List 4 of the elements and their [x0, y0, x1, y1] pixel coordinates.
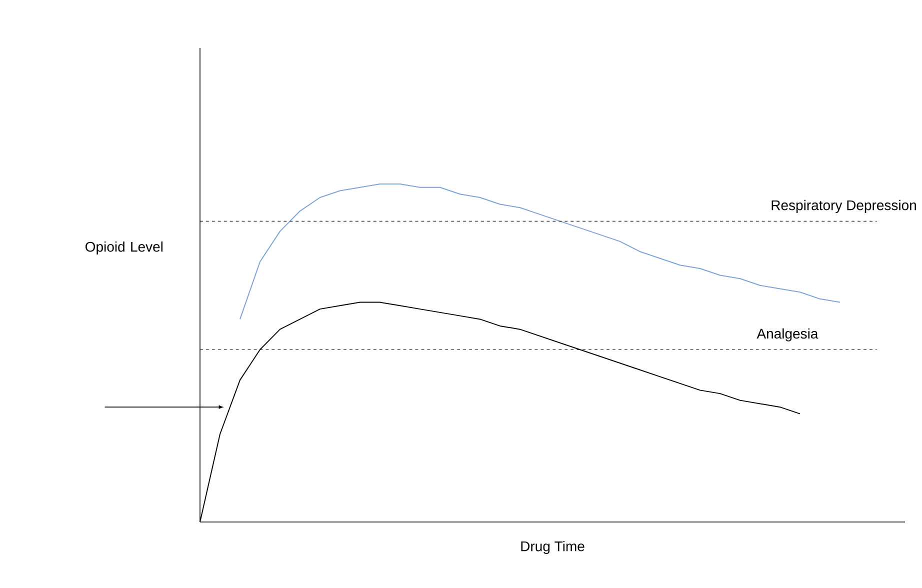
- ref-line-label: Analgesia: [756, 328, 818, 342]
- ref-line-label: Respiratory Depression: [772, 200, 916, 213]
- y-axis-title: Opioid Level: [86, 241, 163, 255]
- x-axis-title: Drug Time: [521, 540, 584, 554]
